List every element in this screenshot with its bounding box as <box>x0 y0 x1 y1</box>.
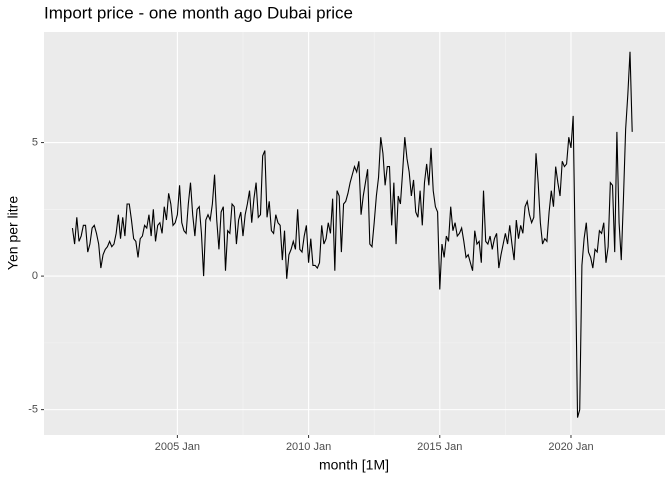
x-tick-label: 2010 Jan <box>286 441 331 453</box>
y-axis-title: Yen per litre <box>5 196 21 270</box>
chart-title: Import price - one month ago Dubai price <box>44 3 353 22</box>
data-line <box>71 51 633 418</box>
x-tick-label: 2005 Jan <box>155 441 200 453</box>
panel <box>44 32 665 435</box>
x-axis-title: month [1M] <box>319 457 389 473</box>
y-tick-label: 0 <box>32 270 38 282</box>
y-tick-label: 5 <box>32 136 38 148</box>
x-tick-label: 2015 Jan <box>417 441 462 453</box>
y-tick-label: -5 <box>28 404 38 416</box>
x-tick-label: 2020 Jan <box>548 441 593 453</box>
